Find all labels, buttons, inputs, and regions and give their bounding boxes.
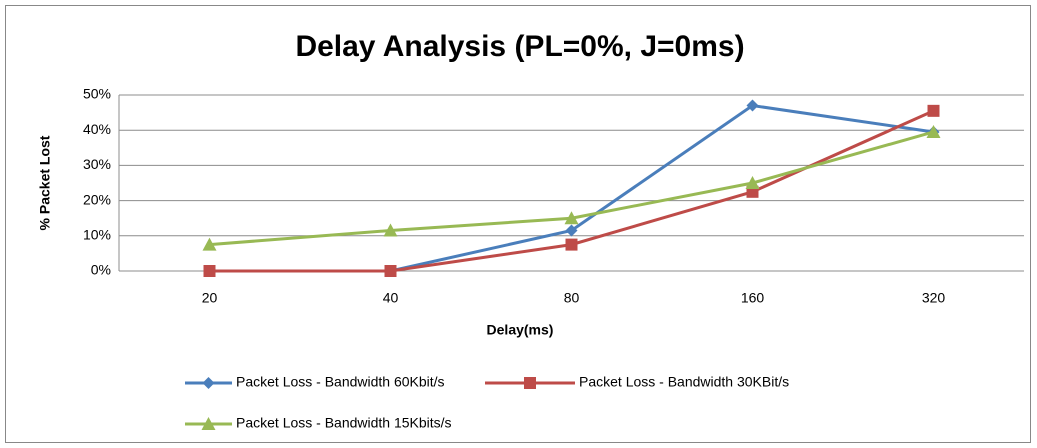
marker [384,265,397,277]
y-tick-label: 30% [83,156,111,172]
y-tick-label: 50% [83,86,111,102]
marker [201,417,216,430]
marker [202,237,217,251]
legend-label: Packet Loss - Bandwidth 30KBit/s [579,374,789,390]
x-tick-label: 20 [202,290,218,306]
y-axis-title: % Packet Lost [37,135,53,230]
marker [524,377,536,389]
marker [564,211,579,225]
marker [565,238,578,251]
marker [926,124,941,138]
chart-title: Delay Analysis (PL=0%, J=0ms) [295,30,744,63]
marker [202,377,215,389]
legend-label: Packet Loss - Bandwidth 60Kbit/s [236,374,445,390]
legend-label: Packet Loss - Bandwidth 15Kbits/s [236,415,452,431]
marker [927,104,940,117]
y-tick-label: 10% [83,227,111,243]
x-tick-label: 160 [741,290,765,306]
marker [745,176,760,189]
x-tick-label: 320 [922,290,946,306]
y-tick-label: 0% [91,262,111,278]
x-tick-label: 80 [564,290,580,306]
marker [203,265,216,277]
y-tick-label: 40% [83,121,111,137]
marker [383,223,398,237]
marker [746,99,759,112]
x-tick-label: 40 [383,290,399,306]
y-tick-label: 20% [83,191,111,207]
chart-border [5,5,1031,443]
x-axis-title: Delay(ms) [487,322,554,338]
marker [565,224,578,237]
